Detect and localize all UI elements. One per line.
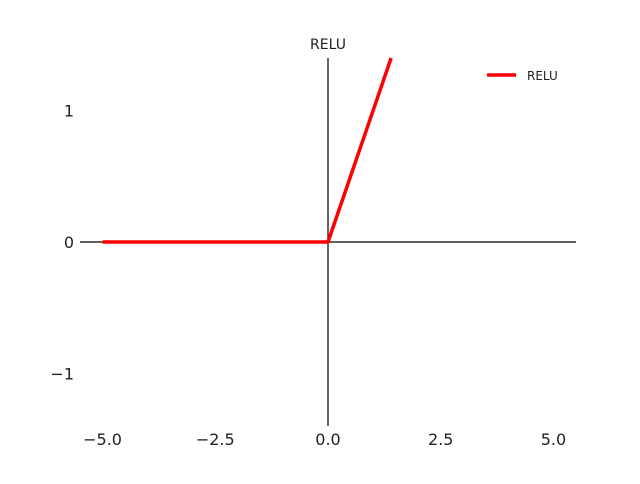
relu-line	[102, 57, 393, 244]
y-tick-label: 1	[64, 102, 74, 121]
x-tick-label: −5.0	[83, 430, 122, 449]
tick-labels: −5.0 −2.5 0.0 2.5 5.0 −1 0 1	[50, 102, 566, 449]
y-tick-label: −1	[50, 364, 74, 383]
series-layer	[102, 57, 393, 244]
x-tick-label: 2.5	[428, 430, 453, 449]
legend-label: RELU	[527, 69, 558, 83]
x-tick-label: 5.0	[541, 430, 566, 449]
x-tick-label: 0.0	[315, 430, 340, 449]
x-tick-label: −2.5	[196, 430, 235, 449]
y-tick-label: 0	[64, 233, 74, 252]
legend: RELU	[487, 69, 558, 83]
chart-title: RELU	[310, 37, 346, 53]
